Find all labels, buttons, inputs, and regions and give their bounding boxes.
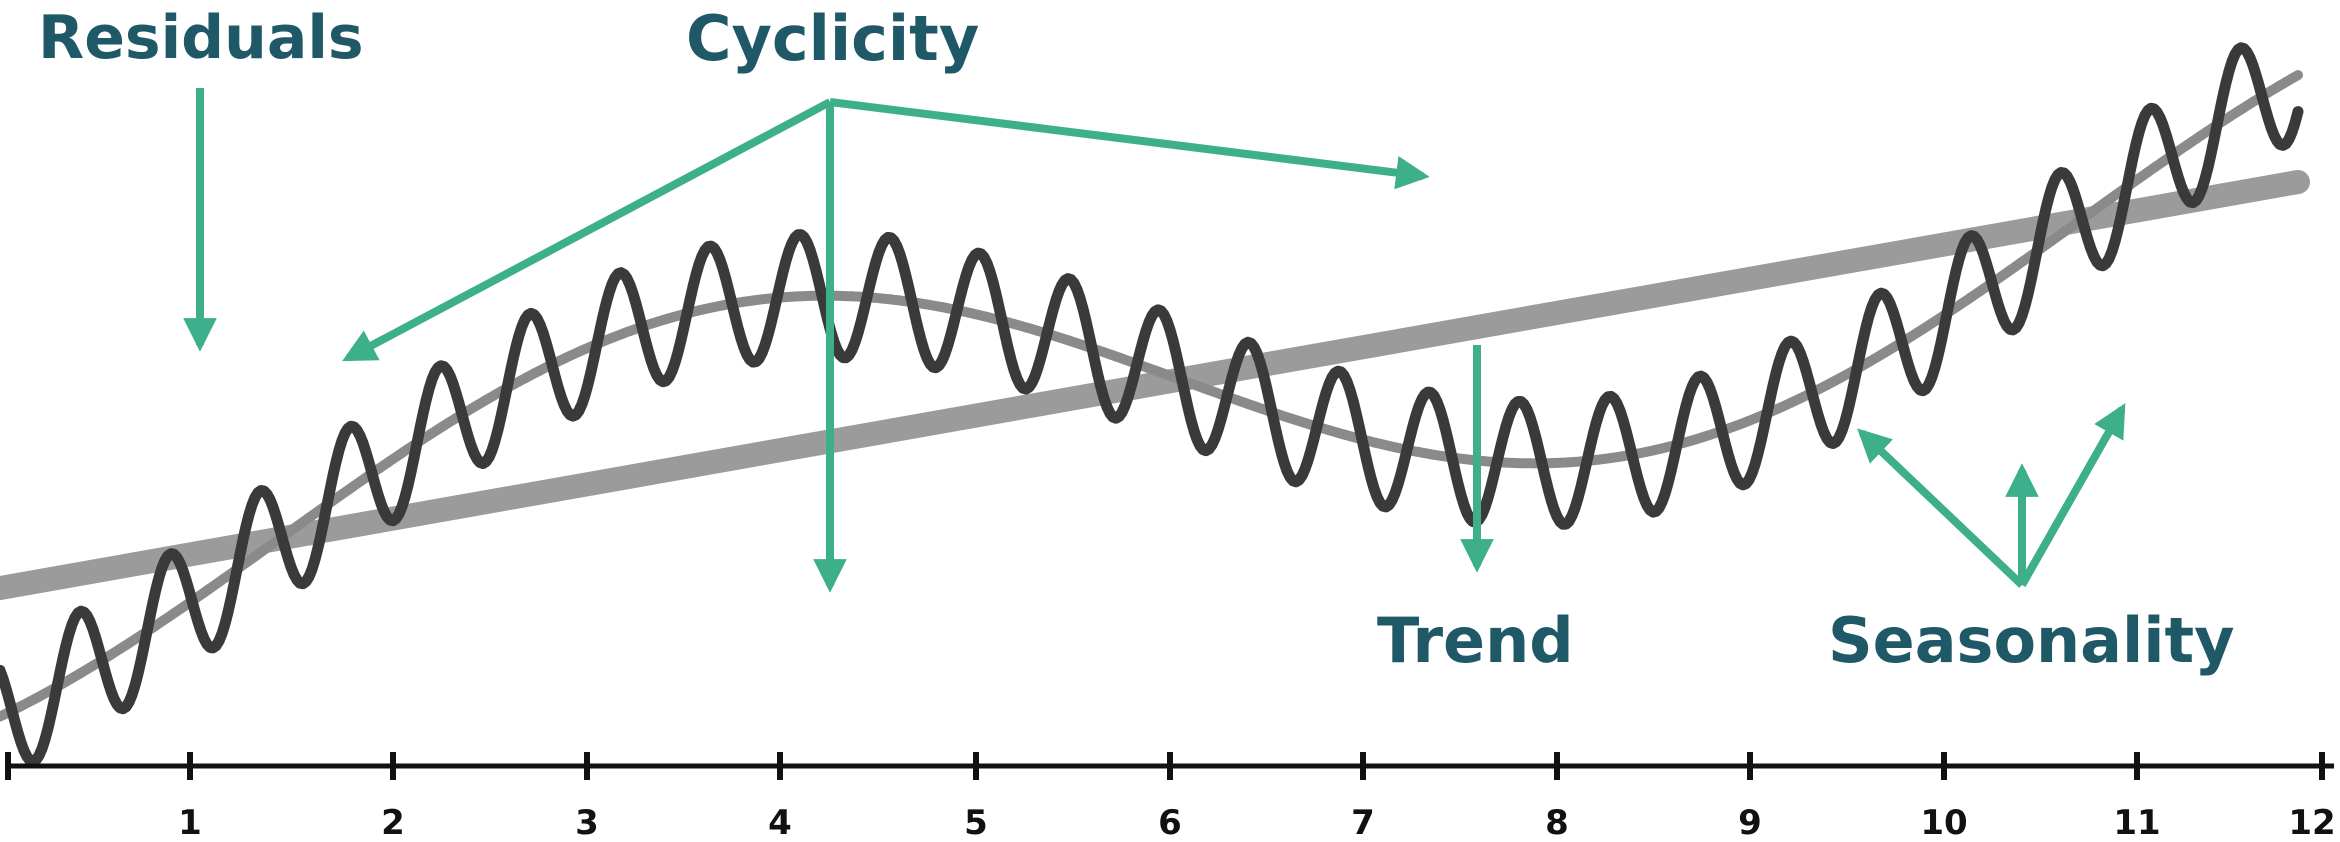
seasonality-arrow-left xyxy=(1857,428,2025,588)
x-axis-tick-label: 8 xyxy=(1545,803,1569,842)
cyclicity-arrow-right xyxy=(829,98,1430,190)
x-axis-tick-label: 4 xyxy=(768,803,792,842)
x-axis-ticks: 1 2 3 4 5 6 7 8 9 10 11 12 xyxy=(178,752,2336,842)
cyclicity-arrow-left xyxy=(342,98,832,362)
x-axis-tick-label: 11 xyxy=(2113,803,2160,842)
cyclicity-curve xyxy=(0,70,2303,722)
x-axis-tick-label: 3 xyxy=(575,803,599,842)
x-axis-tick-label: 7 xyxy=(1351,803,1375,842)
x-axis: 1 2 3 4 5 6 7 8 9 10 11 12 xyxy=(5,752,2336,842)
x-axis-tick-label: 10 xyxy=(1920,803,1967,842)
x-axis-tick-label: 6 xyxy=(1158,803,1182,842)
annotation-arrows xyxy=(183,88,2126,593)
seasonality-label: Seasonality xyxy=(1828,604,2235,677)
trend-label: Trend xyxy=(1377,604,1574,677)
seasonality-arrow-right xyxy=(2018,403,2126,587)
x-axis-tick-label: 5 xyxy=(964,803,988,842)
x-axis-tick-label: 9 xyxy=(1738,803,1762,842)
x-axis-tick-label: 2 xyxy=(381,803,405,842)
residuals-label: Residuals xyxy=(38,3,364,73)
cyclicity-label: Cyclicity xyxy=(686,2,979,75)
x-axis-tick-label: 12 xyxy=(2288,803,2335,842)
observed-signal-curve xyxy=(0,42,2304,767)
trend-line xyxy=(0,170,2310,600)
x-axis-tick-label: 1 xyxy=(178,803,202,842)
